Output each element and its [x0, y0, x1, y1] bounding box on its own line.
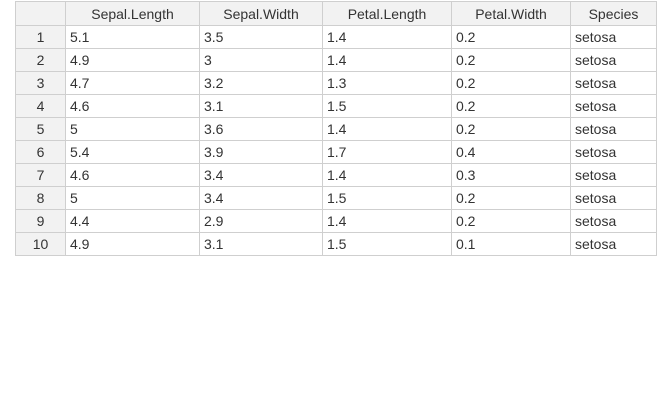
cell-petal-length[interactable]: 1.4 — [322, 25, 452, 49]
cell-sepal-width[interactable]: 3 — [199, 48, 323, 72]
cell-petal-width[interactable]: 0.2 — [451, 117, 571, 141]
cell-petal-width[interactable]: 0.2 — [451, 48, 571, 72]
table-row: 10 4.9 3.1 1.5 0.1 setosa — [15, 232, 657, 256]
cell-petal-width[interactable]: 0.4 — [451, 140, 571, 164]
cell-species[interactable]: setosa — [570, 25, 657, 49]
data-table: Sepal.Length Sepal.Width Petal.Length Pe… — [15, 1, 657, 256]
row-number: 3 — [15, 71, 66, 95]
cell-sepal-width[interactable]: 2.9 — [199, 209, 323, 233]
cell-species[interactable]: setosa — [570, 94, 657, 118]
cell-sepal-length[interactable]: 4.9 — [65, 232, 200, 256]
cell-sepal-width[interactable]: 3.5 — [199, 25, 323, 49]
row-number: 2 — [15, 48, 66, 72]
table-row: 3 4.7 3.2 1.3 0.2 setosa — [15, 71, 657, 95]
row-number: 5 — [15, 117, 66, 141]
row-number: 9 — [15, 209, 66, 233]
cell-petal-width[interactable]: 0.2 — [451, 71, 571, 95]
cell-petal-length[interactable]: 1.5 — [322, 186, 452, 210]
cell-petal-length[interactable]: 1.4 — [322, 117, 452, 141]
row-number: 7 — [15, 163, 66, 187]
cell-sepal-length[interactable]: 4.6 — [65, 94, 200, 118]
cell-sepal-width[interactable]: 3.2 — [199, 71, 323, 95]
cell-species[interactable]: setosa — [570, 48, 657, 72]
table-row: 1 5.1 3.5 1.4 0.2 setosa — [15, 25, 657, 49]
column-header-sepal-width[interactable]: Sepal.Width — [199, 1, 323, 26]
cell-sepal-length[interactable]: 4.6 — [65, 163, 200, 187]
cell-petal-width[interactable]: 0.2 — [451, 94, 571, 118]
cell-sepal-length[interactable]: 4.7 — [65, 71, 200, 95]
corner-header — [15, 1, 66, 26]
cell-sepal-width[interactable]: 3.4 — [199, 186, 323, 210]
cell-sepal-width[interactable]: 3.1 — [199, 232, 323, 256]
cell-species[interactable]: setosa — [570, 232, 657, 256]
table-row: 8 5 3.4 1.5 0.2 setosa — [15, 186, 657, 210]
cell-species[interactable]: setosa — [570, 186, 657, 210]
column-header-species[interactable]: Species — [570, 1, 657, 26]
cell-sepal-length[interactable]: 5 — [65, 186, 200, 210]
cell-sepal-width[interactable]: 3.9 — [199, 140, 323, 164]
cell-petal-length[interactable]: 1.3 — [322, 71, 452, 95]
table-row: 9 4.4 2.9 1.4 0.2 setosa — [15, 209, 657, 233]
cell-sepal-width[interactable]: 3.1 — [199, 94, 323, 118]
cell-sepal-length[interactable]: 4.4 — [65, 209, 200, 233]
cell-sepal-width[interactable]: 3.6 — [199, 117, 323, 141]
cell-petal-length[interactable]: 1.5 — [322, 232, 452, 256]
header-row: Sepal.Length Sepal.Width Petal.Length Pe… — [15, 1, 657, 26]
cell-sepal-length[interactable]: 5.1 — [65, 25, 200, 49]
cell-petal-width[interactable]: 0.2 — [451, 186, 571, 210]
table-row: 2 4.9 3 1.4 0.2 setosa — [15, 48, 657, 72]
cell-petal-length[interactable]: 1.5 — [322, 94, 452, 118]
table-row: 4 4.6 3.1 1.5 0.2 setosa — [15, 94, 657, 118]
cell-petal-length[interactable]: 1.4 — [322, 209, 452, 233]
column-header-petal-length[interactable]: Petal.Length — [322, 1, 452, 26]
cell-species[interactable]: setosa — [570, 209, 657, 233]
cell-petal-length[interactable]: 1.7 — [322, 140, 452, 164]
table-row: 7 4.6 3.4 1.4 0.3 setosa — [15, 163, 657, 187]
cell-sepal-length[interactable]: 4.9 — [65, 48, 200, 72]
cell-petal-width[interactable]: 0.3 — [451, 163, 571, 187]
row-number: 8 — [15, 186, 66, 210]
cell-petal-width[interactable]: 0.2 — [451, 209, 571, 233]
data-viewer: Sepal.Length Sepal.Width Petal.Length Pe… — [15, 1, 657, 256]
row-number: 1 — [15, 25, 66, 49]
table-row: 6 5.4 3.9 1.7 0.4 setosa — [15, 140, 657, 164]
cell-species[interactable]: setosa — [570, 117, 657, 141]
cell-species[interactable]: setosa — [570, 71, 657, 95]
cell-sepal-width[interactable]: 3.4 — [199, 163, 323, 187]
table-header: Sepal.Length Sepal.Width Petal.Length Pe… — [15, 1, 657, 26]
cell-petal-width[interactable]: 0.1 — [451, 232, 571, 256]
column-header-petal-width[interactable]: Petal.Width — [451, 1, 571, 26]
cell-sepal-length[interactable]: 5 — [65, 117, 200, 141]
cell-sepal-length[interactable]: 5.4 — [65, 140, 200, 164]
cell-petal-width[interactable]: 0.2 — [451, 25, 571, 49]
cell-petal-length[interactable]: 1.4 — [322, 163, 452, 187]
cell-species[interactable]: setosa — [570, 140, 657, 164]
table-body: 1 5.1 3.5 1.4 0.2 setosa 2 4.9 3 1.4 0.2… — [15, 25, 657, 256]
row-number: 4 — [15, 94, 66, 118]
row-number: 6 — [15, 140, 66, 164]
cell-petal-length[interactable]: 1.4 — [322, 48, 452, 72]
table-row: 5 5 3.6 1.4 0.2 setosa — [15, 117, 657, 141]
cell-species[interactable]: setosa — [570, 163, 657, 187]
row-number: 10 — [15, 232, 66, 256]
column-header-sepal-length[interactable]: Sepal.Length — [65, 1, 200, 26]
